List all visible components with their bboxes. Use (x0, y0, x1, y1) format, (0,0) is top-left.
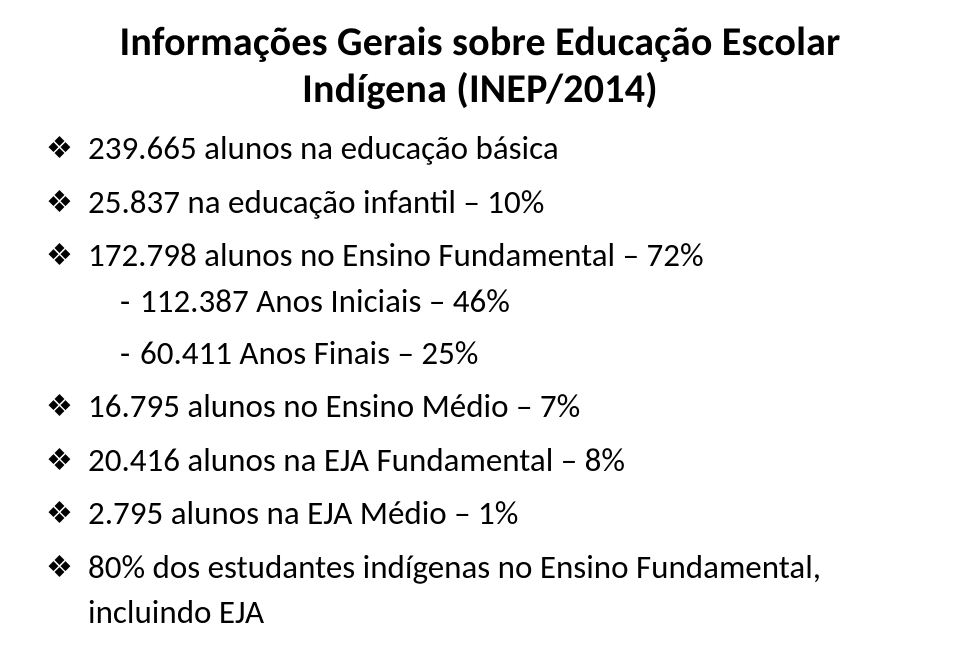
title-line-2: Indígena (INEP/2014) (302, 64, 658, 113)
slide: Informações Gerais sobre Educação Escola… (0, 0, 960, 657)
bullet-text: 172.798 alunos no Ensino Fundamental – 7… (88, 235, 704, 275)
sub-list-item: 60.411 Anos Finais – 25% (120, 331, 914, 377)
bullet-text: 112.387 Anos Iniciais – 46% (140, 281, 510, 321)
sub-list: 112.387 Anos Iniciais – 46% 60.411 Anos … (88, 279, 914, 376)
bullet-text: 60.411 Anos Finais – 25% (140, 333, 478, 373)
bullet-text: 80% dos estudantes indígenas no Ensino F… (88, 547, 821, 633)
page-title: Informações Gerais sobre Educação Escola… (46, 18, 914, 112)
list-item: 80% dos estudantes indígenas no Ensino F… (46, 545, 914, 636)
list-item: 25.837 na educação infantil – 10% (46, 180, 914, 226)
list-item: 2.795 alunos na EJA Médio – 1% (46, 491, 914, 537)
list-item: 239.665 alunos na educação básica (46, 126, 914, 172)
bullet-text: 20.416 alunos na EJA Fundamental – 8% (88, 440, 625, 480)
list-item: 172.798 alunos no Ensino Fundamental – 7… (46, 233, 914, 376)
list-item: 20.416 alunos na EJA Fundamental – 8% (46, 438, 914, 484)
sub-list-item: 112.387 Anos Iniciais – 46% (120, 279, 914, 325)
bullet-text: 25.837 na educação infantil – 10% (88, 182, 544, 222)
bullet-text: 239.665 alunos na educação básica (88, 128, 559, 168)
list-item: 16.795 alunos no Ensino Médio – 7% (46, 384, 914, 430)
bullet-text: 16.795 alunos no Ensino Médio – 7% (88, 386, 580, 426)
bullet-list: 239.665 alunos na educação básica 25.837… (46, 126, 914, 635)
title-line-1: Informações Gerais sobre Educação Escola… (120, 17, 841, 66)
bullet-text: 2.795 alunos na EJA Médio – 1% (88, 493, 518, 533)
